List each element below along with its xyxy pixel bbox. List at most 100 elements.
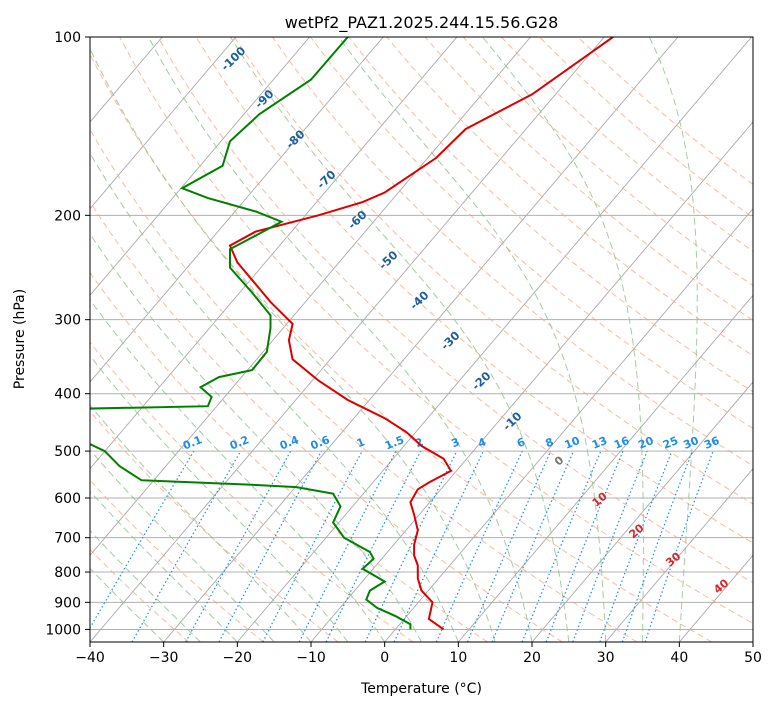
mixing-ratio-label: 8 xyxy=(544,435,556,450)
isotherm-line xyxy=(90,37,310,297)
moist-adiabat-line xyxy=(338,37,607,642)
isotherm-line xyxy=(457,294,753,642)
y-tick-label: 700 xyxy=(54,531,81,547)
isotherm-line xyxy=(90,37,605,642)
moist-adiabat-line xyxy=(230,37,570,642)
x-axis-label: Temperature (°C) xyxy=(360,681,482,697)
mixing-ratio-label: 0.6 xyxy=(309,433,332,452)
moist-adiabat-label: 40 xyxy=(711,576,731,596)
y-tick-label: 600 xyxy=(54,491,81,507)
mixing-ratio-label: 20 xyxy=(636,434,655,452)
mixing-ratio-label: 36 xyxy=(702,434,721,452)
x-axis: −40 −30 −20 −10 0 10 20 30 40 50 xyxy=(75,642,762,666)
dry-adiabat-line xyxy=(462,37,753,287)
dry-adiabat-line xyxy=(90,341,414,642)
moist-adiabat-line xyxy=(90,567,165,642)
isotherm-line xyxy=(90,37,531,557)
x-tick-label: −30 xyxy=(149,650,179,666)
background-grid xyxy=(90,37,753,642)
mixing-ratio-label: 0.4 xyxy=(278,433,301,452)
dry-adiabat-line xyxy=(157,37,753,584)
mixing-ratio-line xyxy=(325,450,422,642)
y-tick-label: 1000 xyxy=(45,622,81,638)
mixing-ratio-line xyxy=(393,450,484,642)
mixing-ratio-line xyxy=(466,450,552,642)
mixing-ratio-label: 1 xyxy=(355,435,367,450)
dry-adiabat-line xyxy=(90,128,638,642)
moist-adiabat-line xyxy=(90,298,386,642)
mixing-ratio-label: 0.2 xyxy=(228,433,251,452)
mixing-ratio-label: 16 xyxy=(612,434,631,452)
isotherm-line xyxy=(531,381,753,642)
dry-adiabat-line xyxy=(348,37,753,393)
x-tick-label: −10 xyxy=(296,650,326,666)
x-tick-label: 50 xyxy=(744,650,762,666)
y-tick-label: 900 xyxy=(54,595,81,611)
mixing-ratio-label: 30 xyxy=(682,434,701,452)
mixing-ratio-line xyxy=(491,450,575,642)
chart-title: wetPf2_PAZ1.2025.244.15.56.G28 xyxy=(285,13,559,33)
dry-adiabat-line xyxy=(233,37,753,505)
mixing-ratio-line xyxy=(599,450,673,642)
dry-adiabat-line xyxy=(90,52,712,642)
y-tick-label: 500 xyxy=(54,444,81,460)
dry-adiabat-line xyxy=(271,37,753,467)
isotherm-line xyxy=(163,37,679,642)
y-axis-label: Pressure (hPa) xyxy=(12,289,28,389)
x-tick-label: 40 xyxy=(670,650,688,666)
mixing-ratio-line xyxy=(521,450,602,642)
moist-adiabat-line xyxy=(90,490,238,642)
mixing-ratio-label: 25 xyxy=(661,434,680,452)
plot-frame xyxy=(89,36,754,643)
moist-adiabat-line xyxy=(147,37,533,642)
mixing-ratio-label: 0.1 xyxy=(181,433,204,452)
moist-adiabat-label: 30 xyxy=(663,549,683,569)
dry-adiabat-label: -90 xyxy=(252,87,277,112)
x-tick-label: 0 xyxy=(380,650,389,666)
isotherm-line xyxy=(384,207,753,642)
dry-adiabat-line xyxy=(539,37,753,219)
moist-adiabat-line xyxy=(90,355,349,642)
mixing-ratio-label: 3 xyxy=(450,435,462,450)
isotherm-line xyxy=(605,467,753,642)
moist-adiabat-label: 0 xyxy=(552,453,566,468)
isotherm-line xyxy=(752,641,753,642)
dry-adiabat-line xyxy=(90,201,563,642)
dry-adiabat-label: -60 xyxy=(345,207,370,232)
mixing-ratio-line xyxy=(545,450,624,642)
mixing-ratio-line xyxy=(572,450,648,642)
mixing-ratio-label: 13 xyxy=(590,434,609,452)
y-tick-label: 100 xyxy=(54,30,81,46)
isotherm-line xyxy=(90,37,458,470)
x-tick-label: 30 xyxy=(597,650,615,666)
moist-adiabat-line xyxy=(90,404,312,642)
mixing-ratio-line xyxy=(185,450,292,642)
moist-adiabat-line xyxy=(90,449,275,642)
moist-adiabat-line xyxy=(90,529,201,642)
mixing-ratio-line xyxy=(644,450,714,642)
isotherm-line xyxy=(310,121,753,642)
y-tick-label: 200 xyxy=(54,208,81,224)
x-tick-label: 10 xyxy=(449,650,467,666)
dry-adiabat-line xyxy=(119,37,753,624)
y-axis: 100 200 300 400 500 600 700 800 900 1000 xyxy=(45,30,90,638)
dry-adiabat-line xyxy=(195,37,753,544)
temperature-profile-line xyxy=(228,37,614,631)
dry-adiabat-line xyxy=(90,410,339,642)
x-tick-label: −40 xyxy=(75,650,105,666)
dry-adiabat-line xyxy=(90,479,264,642)
dry-adiabat-label: -70 xyxy=(314,167,339,192)
moist-adiabat-line xyxy=(90,152,459,642)
mixing-ratio-line xyxy=(435,450,523,642)
y-tick-label: 800 xyxy=(54,565,81,581)
isotherm-line xyxy=(236,37,752,642)
mixing-ratio-label: 6 xyxy=(515,435,527,450)
profiles xyxy=(90,37,614,631)
moist-adiabat-line xyxy=(90,47,496,642)
dry-adiabat-label: -30 xyxy=(438,328,463,353)
dewpoint-profile-line xyxy=(90,37,412,630)
moist-adiabat-line xyxy=(90,232,422,642)
mixing-ratio-line xyxy=(298,450,397,642)
dry-adiabat-label: -50 xyxy=(376,248,401,273)
dry-adiabat-line xyxy=(310,37,753,430)
